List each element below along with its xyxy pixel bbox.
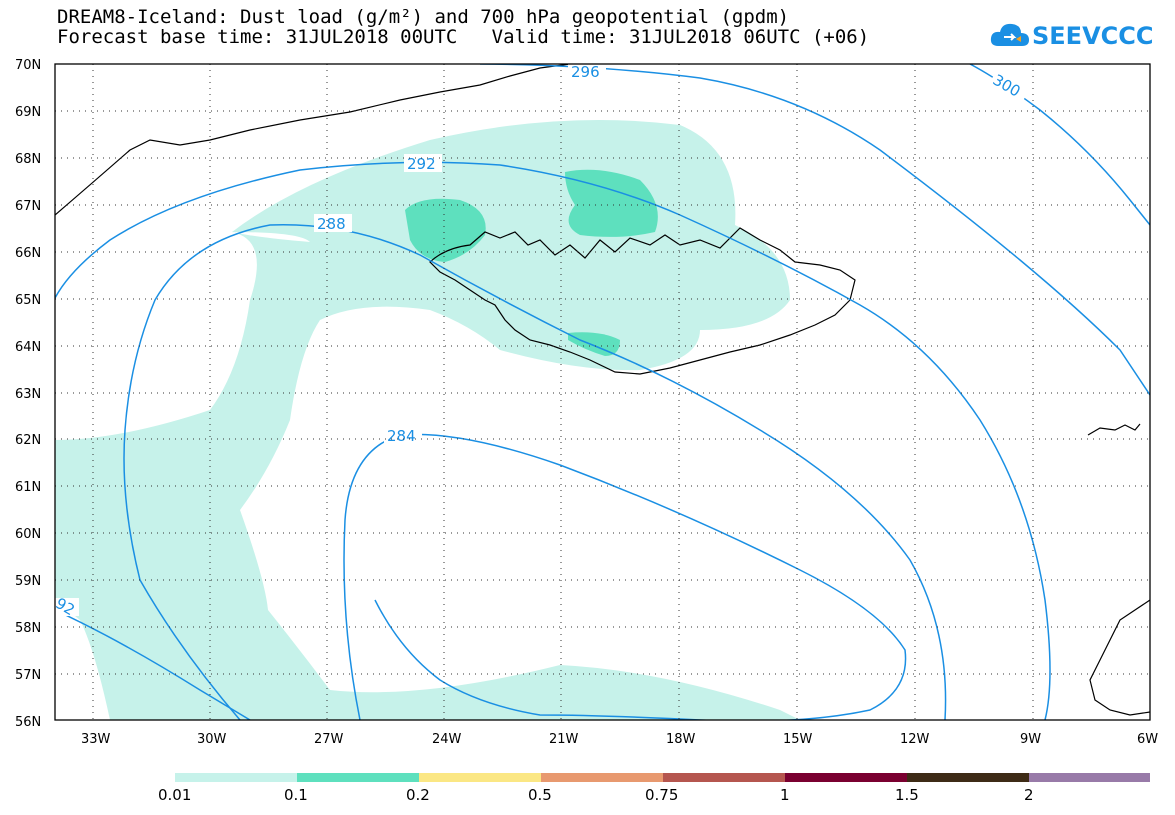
- colorbar-swatch: [297, 773, 419, 782]
- contour-296: [479, 64, 1150, 396]
- faroe-coast: [1087, 423, 1141, 436]
- contour-284: [343, 433, 907, 720]
- colorbar-label: 0.75: [645, 786, 678, 804]
- dust-area-mid-2: [565, 169, 658, 237]
- lat-label: 62N: [15, 433, 41, 448]
- dust-area-low: [55, 120, 800, 720]
- longitude-labels: 33W 30W 27W 24W 21W 18W 15W 12W 9W 6W: [81, 732, 1158, 747]
- lat-label: 58N: [15, 621, 41, 636]
- colorbar-swatch: [785, 773, 907, 782]
- lat-label: 57N: [15, 668, 41, 683]
- lon-label: 15W: [783, 732, 813, 747]
- lon-label: 9W: [1020, 732, 1041, 747]
- lon-label: 30W: [197, 732, 227, 747]
- colorbar: 0.01 0.1 0.2 0.5 0.75 1 1.5 2: [158, 773, 1150, 804]
- lat-label: 66N: [15, 246, 41, 261]
- title-line-2: Forecast base time: 31JUL2018 00UTC Vali…: [57, 26, 870, 48]
- lat-label: 61N: [15, 480, 41, 495]
- colorbar-label: 2: [1024, 786, 1034, 804]
- scotland-coast: [1089, 599, 1150, 716]
- contour-label-284: 284: [387, 427, 416, 445]
- logo-text: SEEVCCC: [1032, 22, 1154, 50]
- colorbar-label: 0.2: [406, 786, 430, 804]
- lon-label: 21W: [549, 732, 579, 747]
- colorbar-label: 0.1: [284, 786, 308, 804]
- greenland-coast: [55, 64, 571, 216]
- contour-300: [969, 64, 1150, 226]
- colorbar-swatch: [541, 773, 663, 782]
- cloud-icon: [990, 23, 1029, 46]
- latitude-labels: 70N 69N 68N 67N 66N 65N 64N 63N 62N 61N …: [15, 58, 41, 730]
- seevccc-logo: SEEVCCC: [990, 20, 1154, 60]
- lon-label: 12W: [900, 732, 930, 747]
- lat-label: 68N: [15, 152, 41, 167]
- colorbar-label: 1: [780, 786, 790, 804]
- contour-labels: 296 300 292 288 284 92: [52, 62, 1030, 619]
- lat-label: 65N: [15, 293, 41, 308]
- lat-label: 70N: [15, 58, 41, 73]
- contour-label-296: 296: [571, 63, 600, 81]
- colorbar-label: 1.5: [895, 786, 919, 804]
- contour-label-288: 288: [317, 215, 346, 233]
- lat-label: 60N: [15, 527, 41, 542]
- colorbar-label: 0.5: [528, 786, 552, 804]
- title-line-1: DREAM8-Iceland: Dust load (g/m²) and 700…: [57, 6, 790, 28]
- lat-label: 69N: [15, 105, 41, 120]
- dust-area-mid-3: [568, 332, 620, 356]
- lon-label: 24W: [432, 732, 462, 747]
- lon-label: 33W: [81, 732, 111, 747]
- lat-label: 63N: [15, 387, 41, 402]
- contour-label-292: 292: [407, 155, 436, 173]
- contour-288: [123, 224, 947, 720]
- contour-292: [55, 161, 1051, 720]
- colorbar-swatch: [1029, 773, 1150, 782]
- lon-label: 18W: [666, 732, 696, 747]
- colorbar-swatch: [907, 773, 1029, 782]
- grid-lines: [55, 64, 1150, 720]
- colorbar-swatch: [663, 773, 785, 782]
- colorbar-swatch: [419, 773, 541, 782]
- geopotential-contours: [55, 64, 1150, 720]
- lat-label: 56N: [15, 715, 41, 730]
- lat-label: 59N: [15, 574, 41, 589]
- lon-label: 6W: [1137, 732, 1158, 747]
- colorbar-swatch: [175, 773, 297, 782]
- lat-label: 67N: [15, 199, 41, 214]
- lat-label: 64N: [15, 340, 41, 355]
- map-frame: [54, 63, 1151, 721]
- contour-292-lower: [55, 609, 251, 720]
- lon-label: 27W: [314, 732, 344, 747]
- colorbar-label: 0.01: [158, 786, 191, 804]
